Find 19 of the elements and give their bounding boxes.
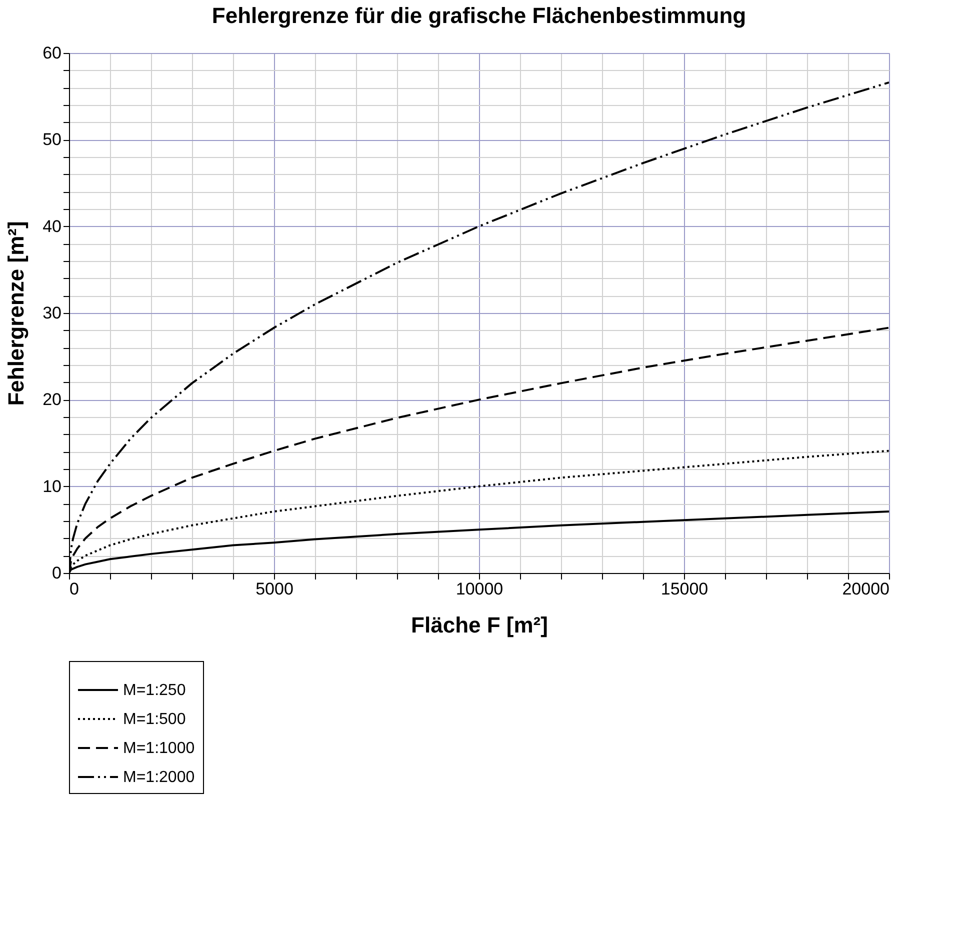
y-tick-label: 30	[42, 304, 62, 322]
y-tick-label: 50	[42, 130, 62, 150]
x-tick-label: 10000	[456, 580, 504, 598]
legend-label: M=1:500	[123, 711, 186, 728]
x-tick-label: 20000	[842, 580, 890, 598]
legend-label: M=1:2000	[123, 769, 195, 786]
y-tick-label: 40	[42, 216, 62, 236]
legend-label: M=1:250	[123, 682, 186, 699]
x-tick-label: 15000	[660, 580, 708, 598]
legend-label: M=1:1000	[123, 740, 195, 757]
chart-title: Fehlergrenze für die grafische Flächenbestimmung	[212, 3, 746, 28]
y-tick-label: 0	[52, 564, 62, 582]
x-tick-label: 5000	[256, 580, 294, 598]
x-tick-label: 0	[70, 580, 79, 598]
y-tick-label: 10	[42, 476, 62, 496]
y-axis-title: Fehlergrenze [m²]	[4, 221, 29, 406]
x-axis-title: Fläche F [m²]	[411, 612, 548, 638]
y-tick-label: 60	[42, 44, 62, 62]
y-tick-label: 20	[42, 390, 62, 410]
